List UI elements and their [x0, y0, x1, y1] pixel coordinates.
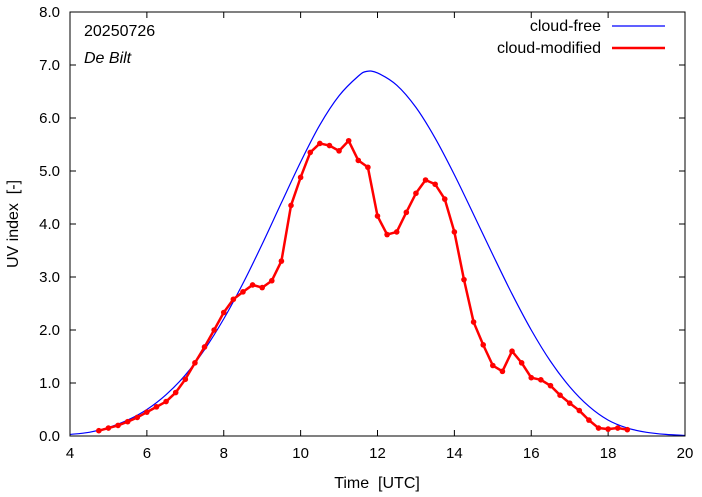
data-point-cloud-modified — [422, 177, 429, 183]
legend-label-cloud-free: cloud-free — [530, 18, 601, 35]
y-tick-label: 5.0 — [39, 163, 60, 180]
data-point-cloud-modified — [403, 209, 410, 216]
data-point-cloud-modified — [192, 360, 198, 366]
data-point-cloud-modified — [374, 213, 381, 219]
data-point-cloud-modified — [451, 229, 458, 235]
y-tick-label: 0.0 — [39, 428, 60, 445]
data-point-cloud-modified — [317, 140, 323, 147]
data-point-cloud-modified — [259, 284, 265, 291]
x-tick-label: 10 — [292, 445, 309, 462]
data-point-cloud-modified — [115, 422, 121, 429]
data-point-cloud-modified — [96, 427, 102, 434]
y-tick-label: 7.0 — [39, 57, 60, 74]
data-point-cloud-modified — [605, 426, 611, 432]
data-point-cloud-modified — [595, 425, 602, 431]
data-point-cloud-modified — [172, 389, 179, 396]
data-point-cloud-modified — [538, 377, 544, 383]
data-point-cloud-modified — [470, 319, 477, 325]
x-tick-label: 16 — [523, 445, 540, 462]
data-point-cloud-modified — [220, 309, 227, 316]
data-point-cloud-modified — [336, 148, 342, 154]
data-point-cloud-modified — [499, 368, 506, 375]
data-point-cloud-modified — [490, 362, 496, 369]
series-line-cloud-free — [69, 70, 686, 437]
series-layer — [69, 70, 686, 437]
data-point-cloud-modified — [614, 425, 621, 431]
data-point-cloud-modified — [124, 418, 131, 425]
data-point-cloud-modified — [480, 342, 487, 348]
y-tick-label: 2.0 — [39, 322, 60, 339]
tick-labels: 4 6 8 10 12 14 16 18 20 0.0 1.0 2.0 3.0 4.0 5.0 6.0 7.0 8… — [39, 4, 693, 462]
y-tick-label: 1.0 — [39, 375, 60, 392]
data-point-cloud-modified — [134, 414, 141, 421]
data-point-cloud-modified — [528, 374, 535, 381]
data-point-cloud-modified — [201, 344, 208, 350]
data-point-cloud-modified — [153, 404, 160, 410]
data-point-cloud-modified — [557, 392, 563, 398]
series-line-cloud-modified — [98, 139, 628, 432]
data-point-cloud-modified — [163, 398, 169, 405]
x-tick-label: 4 — [66, 445, 74, 462]
y-tick-label: 8.0 — [39, 4, 60, 21]
data-point-cloud-modified — [586, 417, 592, 423]
data-point-cloud-modified — [355, 157, 362, 164]
data-point-cloud-modified — [566, 400, 573, 406]
data-point-cloud-modified — [509, 348, 515, 355]
data-point-cloud-modified — [182, 376, 189, 383]
data-point-cloud-modified — [249, 282, 256, 288]
location-annotation: De Bilt — [84, 50, 132, 67]
x-tick-label: 18 — [600, 445, 617, 462]
date-annotation: 20250726 — [84, 23, 155, 40]
data-point-cloud-modified — [297, 174, 304, 181]
data-point-cloud-modified — [384, 231, 390, 238]
data-point-cloud-modified — [268, 277, 275, 284]
x-axis-label: Time [UTC] — [334, 475, 420, 492]
data-point-cloud-modified — [461, 276, 467, 283]
data-point-cloud-modified — [624, 426, 631, 433]
data-point-cloud-modified — [518, 360, 525, 366]
x-tick-label: 12 — [369, 445, 386, 462]
data-point-cloud-modified — [413, 190, 419, 197]
data-point-cloud-modified — [393, 229, 400, 235]
data-point-cloud-modified — [278, 258, 285, 264]
legend: cloud-free cloud-modified — [497, 18, 665, 57]
data-point-cloud-modified — [345, 137, 352, 144]
data-point-cloud-modified — [230, 296, 237, 303]
x-tick-label: 6 — [143, 445, 151, 462]
y-axis-label: UV index [-] — [5, 180, 22, 268]
y-tick-label: 6.0 — [39, 110, 60, 127]
y-tick-label: 3.0 — [39, 269, 60, 286]
data-point-cloud-modified — [307, 149, 314, 156]
data-point-cloud-modified — [432, 181, 438, 188]
data-point-cloud-modified — [288, 202, 294, 209]
x-tick-label: 8 — [220, 445, 228, 462]
data-point-cloud-modified — [576, 407, 583, 414]
data-point-cloud-modified — [326, 142, 333, 149]
data-point-cloud-modified — [105, 425, 112, 431]
data-point-cloud-modified — [240, 289, 246, 295]
legend-label-cloud-modified: cloud-modified — [497, 40, 601, 57]
data-point-cloud-modified — [211, 327, 217, 333]
axis-ticks — [69, 11, 686, 437]
x-tick-label: 20 — [677, 445, 694, 462]
x-tick-label: 14 — [446, 445, 463, 462]
data-point-cloud-modified — [547, 382, 554, 389]
data-point-cloud-modified — [144, 409, 150, 415]
y-tick-label: 4.0 — [39, 216, 60, 233]
plot-frame — [69, 11, 686, 437]
data-point-cloud-modified — [365, 164, 371, 171]
data-point-cloud-modified — [441, 196, 448, 202]
